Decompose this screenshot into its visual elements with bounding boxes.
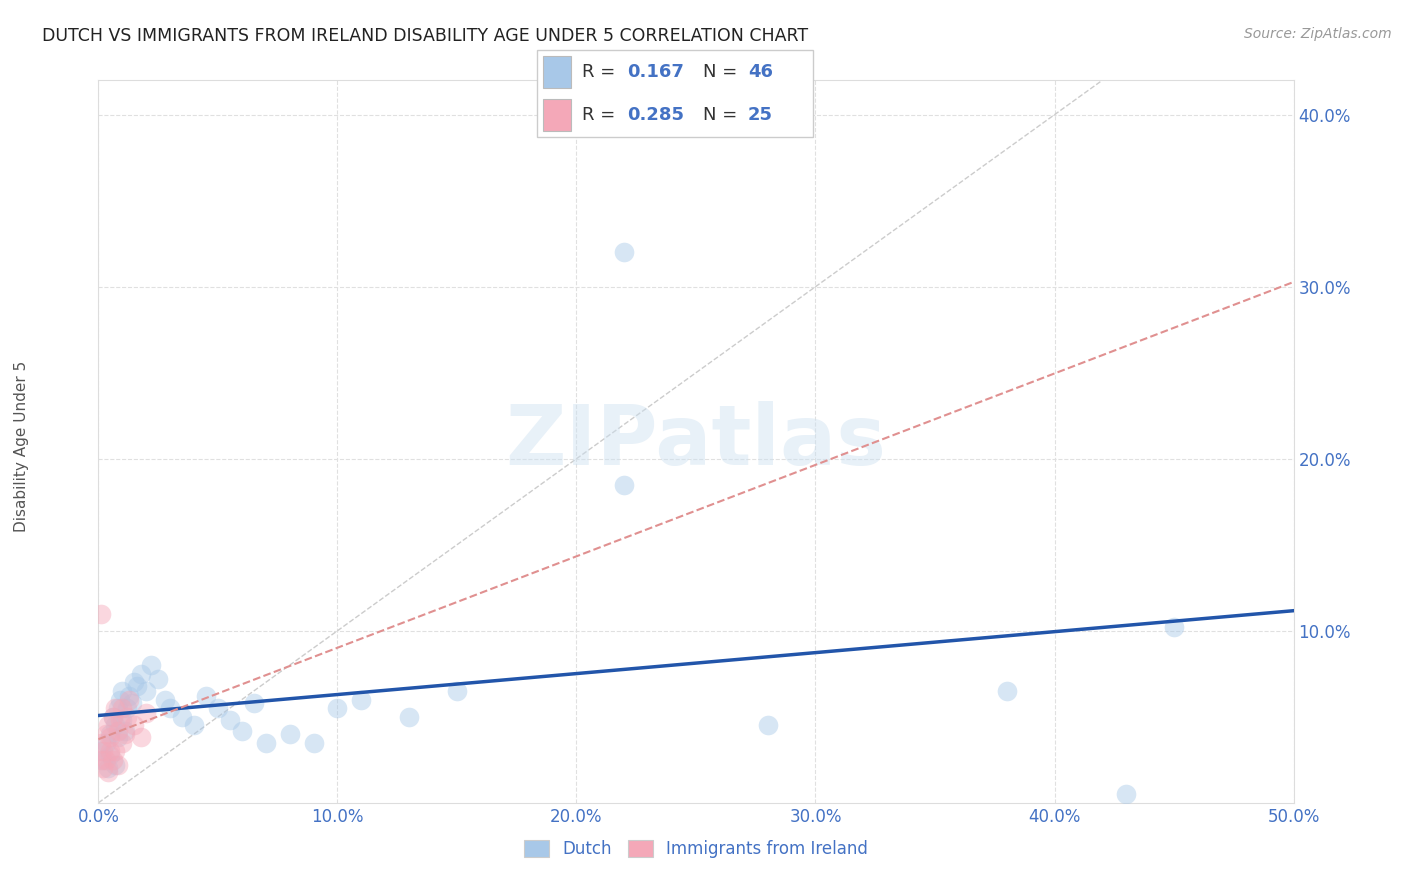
Point — [195, 689, 218, 703]
Point — [114, 727, 136, 741]
Point — [135, 684, 157, 698]
Point — [613, 245, 636, 260]
Point — [219, 713, 242, 727]
Point — [104, 718, 127, 732]
Point — [121, 696, 143, 710]
Point — [131, 666, 153, 681]
Point — [159, 701, 181, 715]
Point — [350, 692, 373, 706]
Point — [90, 744, 112, 758]
Point — [108, 713, 131, 727]
Point — [104, 701, 127, 715]
Legend: Dutch, Immigrants from Ireland: Dutch, Immigrants from Ireland — [515, 832, 877, 867]
Text: DUTCH VS IMMIGRANTS FROM IRELAND DISABILITY AGE UNDER 5 CORRELATION CHART: DUTCH VS IMMIGRANTS FROM IRELAND DISABIL… — [42, 27, 808, 45]
Text: Source: ZipAtlas.com: Source: ZipAtlas.com — [1244, 27, 1392, 41]
Point — [94, 727, 117, 741]
Point — [101, 710, 124, 724]
Point — [183, 718, 205, 732]
Point — [107, 731, 129, 745]
Point — [98, 744, 122, 758]
Point — [97, 764, 120, 779]
Point — [326, 701, 349, 715]
Point — [231, 723, 253, 738]
Point — [108, 692, 131, 706]
Point — [254, 735, 277, 749]
Point — [172, 710, 194, 724]
Point — [446, 684, 468, 698]
Text: ZIPatlas: ZIPatlas — [506, 401, 886, 482]
Text: 0.167: 0.167 — [627, 63, 683, 81]
Point — [90, 607, 112, 621]
Point — [124, 675, 146, 690]
Point — [97, 761, 120, 775]
Point — [243, 696, 266, 710]
Point — [148, 672, 170, 686]
Point — [995, 684, 1018, 698]
Point — [302, 735, 325, 749]
Point — [94, 735, 117, 749]
Point — [114, 723, 136, 738]
Text: R =: R = — [582, 63, 621, 81]
Point — [101, 710, 124, 724]
Point — [613, 477, 636, 491]
Point — [94, 753, 117, 767]
Point — [1115, 787, 1137, 801]
Point — [104, 758, 127, 772]
Point — [98, 747, 122, 762]
Point — [135, 706, 157, 721]
Point — [111, 713, 134, 727]
Text: N =: N = — [703, 63, 742, 81]
Point — [107, 723, 129, 738]
Point — [91, 744, 114, 758]
Point — [98, 731, 122, 745]
Text: 46: 46 — [748, 63, 773, 81]
Text: R =: R = — [582, 106, 621, 124]
Point — [90, 735, 112, 749]
FancyBboxPatch shape — [543, 56, 571, 88]
Point — [111, 701, 134, 715]
Point — [111, 735, 134, 749]
Point — [91, 761, 114, 775]
Point — [98, 727, 122, 741]
Point — [118, 689, 141, 703]
Point — [131, 731, 153, 745]
Point — [155, 692, 177, 706]
Point — [101, 753, 124, 767]
Text: 0.285: 0.285 — [627, 106, 685, 124]
FancyBboxPatch shape — [537, 50, 813, 137]
Point — [91, 753, 114, 767]
Point — [118, 692, 141, 706]
Point — [104, 744, 127, 758]
FancyBboxPatch shape — [543, 99, 571, 131]
Point — [124, 718, 146, 732]
Point — [1163, 620, 1185, 634]
Point — [107, 758, 129, 772]
Point — [107, 701, 129, 715]
Point — [125, 679, 148, 693]
Point — [115, 710, 138, 724]
Text: 25: 25 — [748, 106, 773, 124]
Point — [398, 710, 420, 724]
Point — [756, 718, 779, 732]
Text: N =: N = — [703, 106, 742, 124]
Point — [115, 701, 138, 715]
Text: Disability Age Under 5: Disability Age Under 5 — [14, 360, 28, 532]
Point — [278, 727, 301, 741]
Point — [97, 718, 120, 732]
Point — [139, 658, 162, 673]
Point — [90, 753, 112, 767]
Point — [111, 684, 134, 698]
Point — [207, 701, 229, 715]
